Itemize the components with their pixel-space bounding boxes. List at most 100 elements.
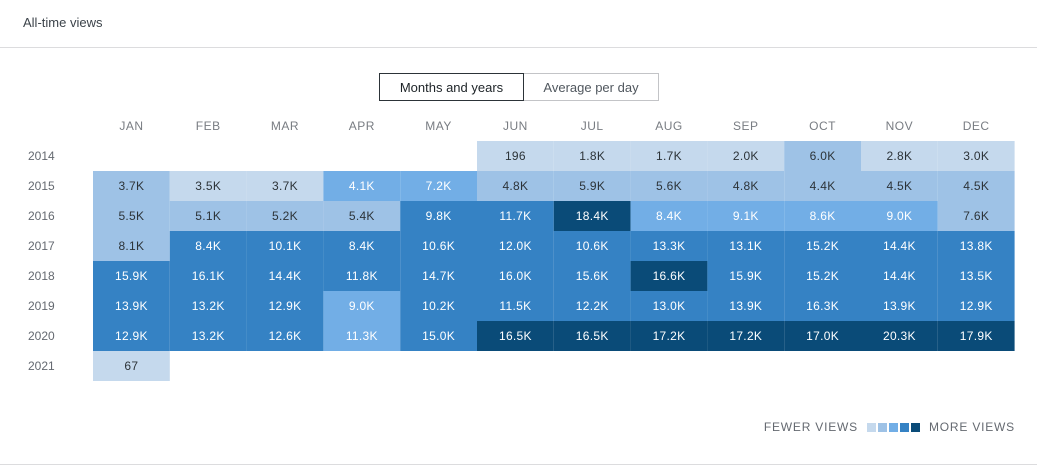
heatmap-cell-2020-apr[interactable]: [323, 321, 401, 351]
heatmap-cell-2014-jun[interactable]: [477, 141, 554, 171]
heatmap-cell-2015-oct[interactable]: [784, 171, 861, 201]
month-label-aug: AUG: [655, 119, 683, 133]
heatmap-value-2019-feb: 13.2K: [192, 299, 225, 313]
heatmap-cell-2015-dec[interactable]: [937, 171, 1015, 201]
heatmap-cell-2016-dec[interactable]: [937, 201, 1015, 231]
heatmap-cell-2018-apr[interactable]: [323, 261, 401, 291]
heatmap-cell-2019-jun[interactable]: [477, 291, 554, 321]
heatmap-cell-2016-mar[interactable]: [246, 201, 324, 231]
heatmap-value-2014-jun: 196: [505, 149, 526, 163]
heatmap-cell-2018-feb[interactable]: [169, 261, 247, 291]
heatmap-cell-2019-dec[interactable]: [937, 291, 1015, 321]
heatmap-cell-2016-apr[interactable]: [323, 201, 401, 231]
heatmap-cell-2017-apr[interactable]: [323, 231, 401, 261]
heatmap-cell-2016-may[interactable]: [400, 201, 477, 231]
heatmap-cell-2017-may[interactable]: [400, 231, 477, 261]
heatmap-value-2020-jan: 12.9K: [115, 329, 148, 343]
heatmap-cell-2017-nov[interactable]: [861, 231, 938, 261]
heatmap-cell-2015-may[interactable]: [400, 171, 477, 201]
heatmap-cell-2019-mar[interactable]: [246, 291, 324, 321]
heatmap-cell-2018-jan[interactable]: [93, 261, 170, 291]
heatmap-cell-2017-dec[interactable]: [937, 231, 1015, 261]
heatmap-value-2020-may: 15.0K: [422, 329, 455, 343]
heatmap-cell-2020-jun[interactable]: [477, 321, 554, 351]
heatmap-cell-2017-jul[interactable]: [553, 231, 631, 261]
heatmap-cell-2018-oct[interactable]: [784, 261, 861, 291]
heatmap-cell-2016-jul[interactable]: [553, 201, 631, 231]
heatmap-cell-2019-may[interactable]: [400, 291, 477, 321]
heatmap-value-2016-jun: 11.7K: [499, 209, 531, 223]
heatmap-cell-2017-jun[interactable]: [477, 231, 554, 261]
heatmap-cell-2016-nov[interactable]: [861, 201, 938, 231]
heatmap-cell-2018-jun[interactable]: [477, 261, 554, 291]
heatmap-cell-2018-aug[interactable]: [630, 261, 708, 291]
heatmap-cell-2018-dec[interactable]: [937, 261, 1015, 291]
heatmap-cell-2020-oct[interactable]: [784, 321, 861, 351]
heatmap-cell-2017-oct[interactable]: [784, 231, 861, 261]
heatmap-cell-2019-feb[interactable]: [169, 291, 247, 321]
heatmap-cell-2019-nov[interactable]: [861, 291, 938, 321]
year-label-2019: 2019: [28, 299, 55, 313]
year-label-2021: 2021: [28, 359, 55, 373]
heatmap-cell-2018-sep[interactable]: [707, 261, 785, 291]
heatmap-cell-2018-jul[interactable]: [553, 261, 631, 291]
heatmap-cell-2018-may[interactable]: [400, 261, 477, 291]
heatmap-value-2015-jul: 5.9K: [579, 179, 605, 193]
heatmap-cell-2020-may[interactable]: [400, 321, 477, 351]
heatmap-cell-2015-feb[interactable]: [169, 171, 247, 201]
heatmap-value-2016-dec: 7.6K: [963, 209, 989, 223]
heatmap-value-2017-jan: 8.1K: [118, 239, 144, 253]
heatmap-cell-2019-jan[interactable]: [93, 291, 170, 321]
heatmap-cell-2020-feb[interactable]: [169, 321, 247, 351]
heatmap-cell-2014-nov[interactable]: [861, 141, 938, 171]
year-label-2020: 2020: [28, 329, 55, 343]
heatmap-cell-2020-mar[interactable]: [246, 321, 324, 351]
heatmap-cell-2019-jul[interactable]: [553, 291, 631, 321]
heatmap-cell-2019-apr[interactable]: [323, 291, 401, 321]
heatmap-value-2015-dec: 4.5K: [963, 179, 989, 193]
heatmap-value-2019-jan: 13.9K: [115, 299, 148, 313]
heatmap-cell-2017-jan[interactable]: [93, 231, 170, 261]
heatmap-cell-2017-aug[interactable]: [630, 231, 708, 261]
heatmap-cell-2016-jan[interactable]: [93, 201, 170, 231]
heatmap-cell-2015-mar[interactable]: [246, 171, 324, 201]
heatmap-cell-2019-aug[interactable]: [630, 291, 708, 321]
heatmap-cell-2016-sep[interactable]: [707, 201, 785, 231]
heatmap-cell-2017-feb[interactable]: [169, 231, 247, 261]
heatmap-cell-2014-jul[interactable]: [553, 141, 631, 171]
heatmap-cell-2015-sep[interactable]: [707, 171, 785, 201]
heatmap-value-2019-aug: 13.0K: [653, 299, 686, 313]
heatmap-cell-2014-oct[interactable]: [784, 141, 861, 171]
heatmap-cell-2020-aug[interactable]: [630, 321, 708, 351]
heatmap-cell-2019-oct[interactable]: [784, 291, 861, 321]
toggle-months-and-years[interactable]: Months and years: [379, 73, 524, 101]
month-label-jul: JUL: [581, 119, 604, 133]
heatmap-cell-2014-sep[interactable]: [707, 141, 785, 171]
heatmap-cell-2016-feb[interactable]: [169, 201, 247, 231]
heatmap-cell-2015-jun[interactable]: [477, 171, 554, 201]
heatmap-cell-2020-nov[interactable]: [861, 321, 938, 351]
heatmap-cell-2015-aug[interactable]: [630, 171, 708, 201]
heatmap-cell-2014-aug[interactable]: [630, 141, 708, 171]
heatmap-cell-2015-jul[interactable]: [553, 171, 631, 201]
heatmap-cell-2021-jan[interactable]: [93, 351, 170, 381]
heatmap-cell-2018-nov[interactable]: [861, 261, 938, 291]
heatmap-cell-2016-jun[interactable]: [477, 201, 554, 231]
heatmap-cell-2016-aug[interactable]: [630, 201, 708, 231]
heatmap-cell-2017-sep[interactable]: [707, 231, 785, 261]
heatmap-cell-2017-mar[interactable]: [246, 231, 324, 261]
toggle-average-per-day[interactable]: Average per day: [524, 73, 659, 101]
heatmap-cell-2020-sep[interactable]: [707, 321, 785, 351]
heatmap-value-2017-apr: 8.4K: [349, 239, 375, 253]
heatmap-cell-2020-jan[interactable]: [93, 321, 170, 351]
heatmap-cell-2015-jan[interactable]: [93, 171, 170, 201]
heatmap-cell-2020-jul[interactable]: [553, 321, 631, 351]
heatmap-cell-2016-oct[interactable]: [784, 201, 861, 231]
heatmap-cell-2015-nov[interactable]: [861, 171, 938, 201]
heatmap-cell-2015-apr[interactable]: [323, 171, 401, 201]
heatmap-cell-2018-mar[interactable]: [246, 261, 324, 291]
heatmap-cell-2014-dec[interactable]: [937, 141, 1015, 171]
heatmap-cell-2020-dec[interactable]: [937, 321, 1015, 351]
heatmap-cell-2019-sep[interactable]: [707, 291, 785, 321]
heatmap-value-2017-feb: 8.4K: [195, 239, 221, 253]
